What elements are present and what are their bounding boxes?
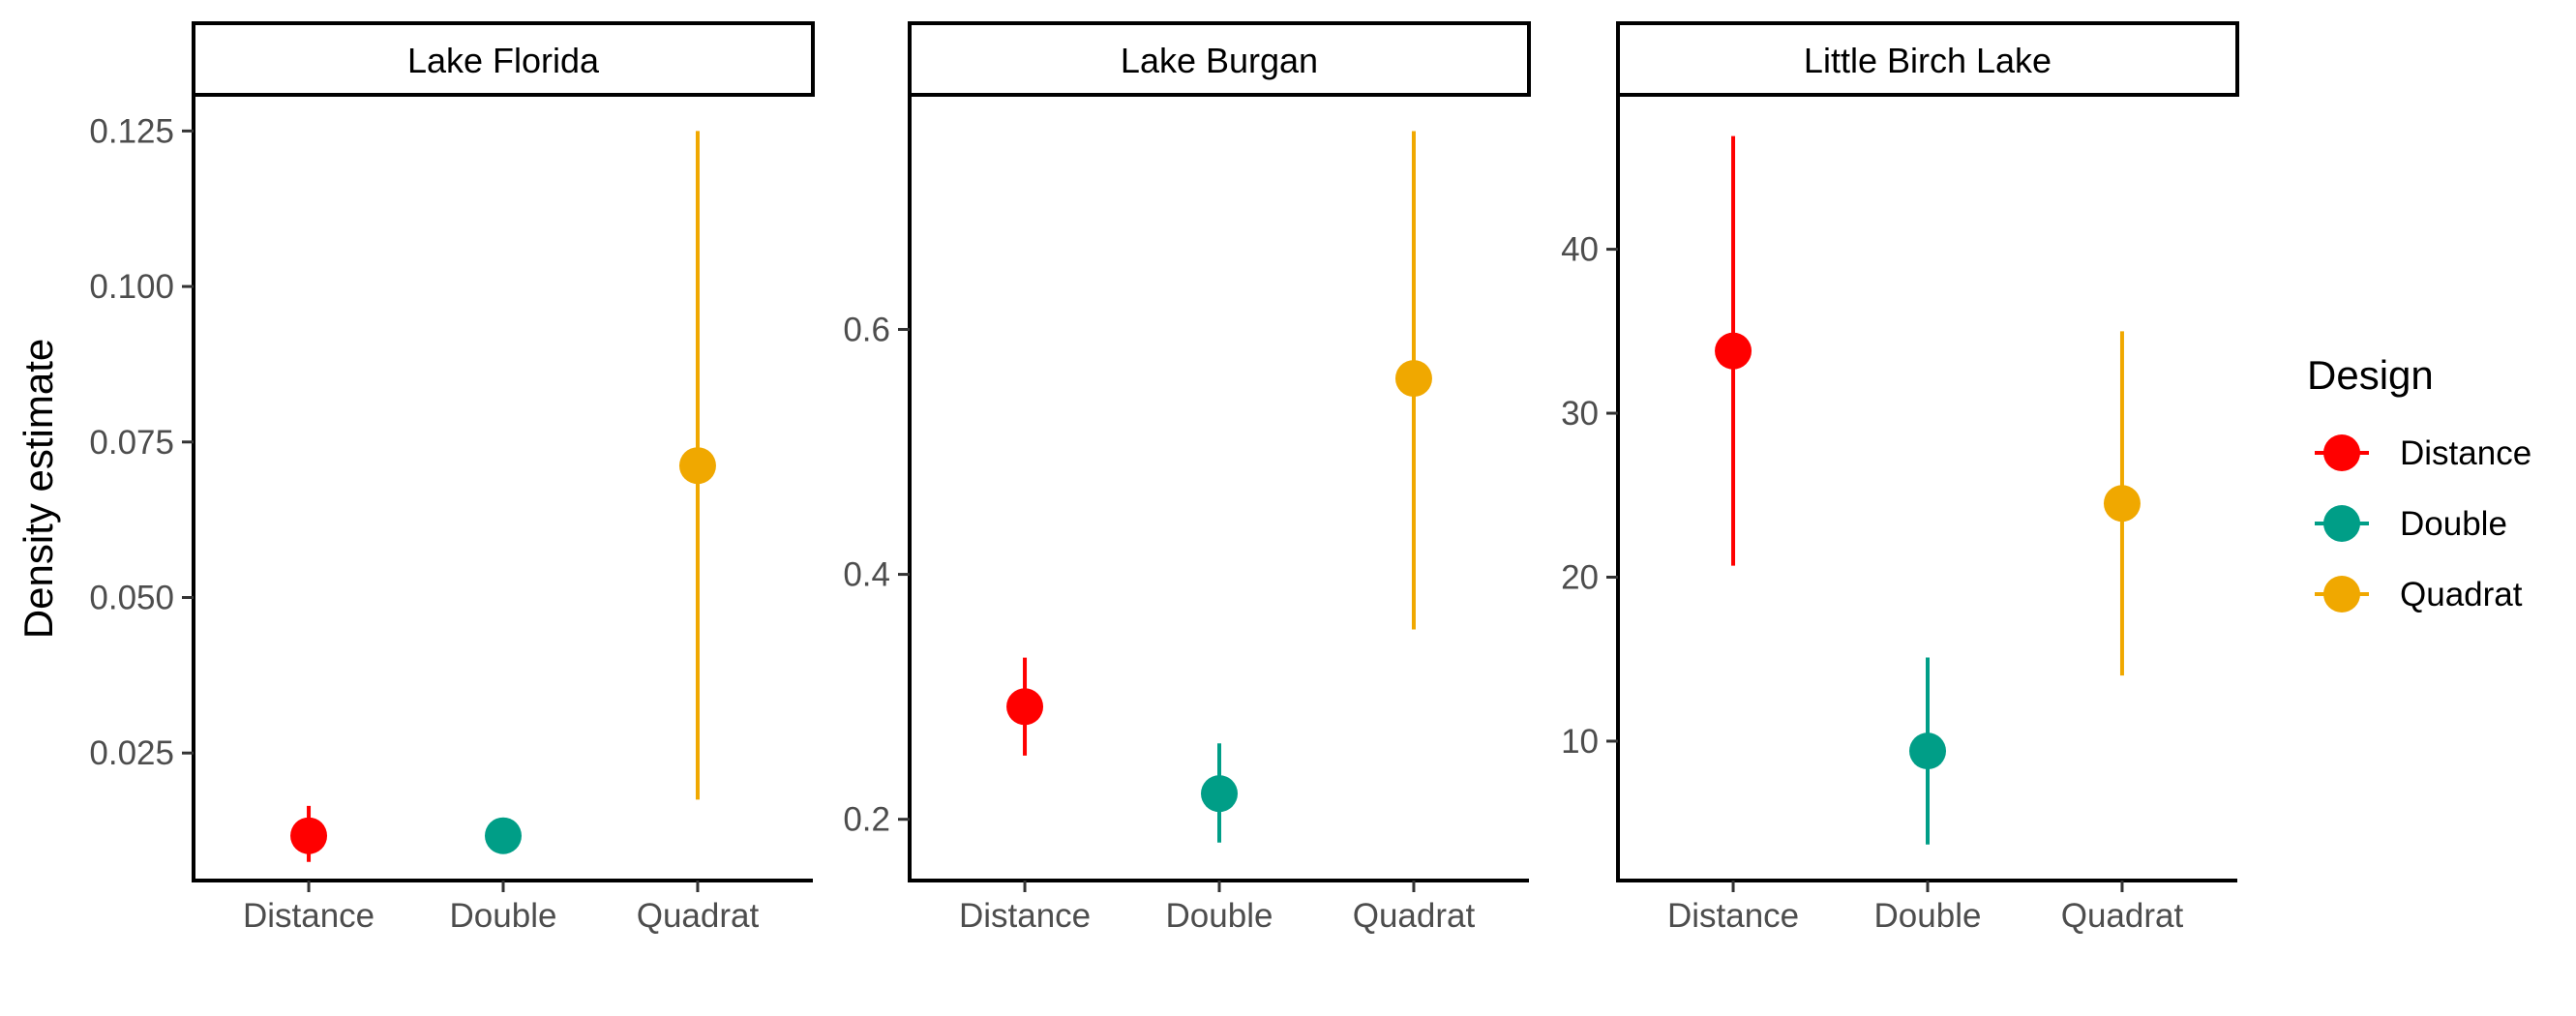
estimate-point: [1715, 332, 1752, 370]
facet-strip: [192, 21, 815, 97]
estimate-point: [290, 817, 328, 854]
x-tick-label: Quadrat: [2061, 897, 2184, 935]
y-tick-label: 0.075: [89, 424, 174, 462]
estimate-point: [1394, 360, 1432, 398]
estimate-point: [1909, 732, 1946, 770]
facet-title: Little Birch Lake: [1804, 41, 2052, 80]
y-tick-label: 10: [1561, 723, 1599, 761]
facet-strip: [1616, 21, 2239, 97]
x-tick-label: Double: [1874, 897, 1982, 935]
facet-panel: Lake Florida 0.025 0.050 0.075 0.100 0.125 Dis…: [89, 21, 815, 935]
facet-title: Lake Florida: [407, 41, 600, 80]
legend-label: Double: [2400, 505, 2507, 543]
estimate-point: [485, 817, 522, 854]
legend-title: Design: [2307, 352, 2434, 398]
facet-strip: [908, 21, 1531, 97]
y-tick-label: 20: [1561, 559, 1599, 597]
facet-title: Lake Burgan: [1121, 41, 1318, 80]
x-tick-label: Double: [450, 897, 557, 935]
legend-key-point: [2323, 576, 2360, 613]
legend-label: Distance: [2400, 434, 2531, 472]
x-tick-label: Distance: [959, 897, 1091, 935]
legend-key-point: [2323, 505, 2360, 542]
estimate-point: [2103, 485, 2141, 523]
estimate-point: [1006, 688, 1044, 726]
estimate-point: [678, 447, 716, 485]
y-tick-label: 40: [1561, 231, 1599, 269]
y-tick-label: 0.2: [843, 801, 890, 839]
legend: Design Distance Double Quadrat: [2307, 352, 2531, 613]
y-tick-label: 30: [1561, 395, 1599, 433]
legend-key-point: [2323, 434, 2360, 471]
y-tick-label: 0.025: [89, 734, 174, 772]
y-tick-label: 0.6: [843, 311, 890, 348]
x-tick-label: Double: [1166, 897, 1273, 935]
x-tick-label: Distance: [243, 897, 374, 935]
y-axis-title: Density estimate: [15, 339, 61, 639]
y-tick-label: 0.125: [89, 112, 174, 150]
y-tick-label: 0.050: [89, 580, 174, 617]
y-tick-label: 0.100: [89, 268, 174, 306]
facet-panel: Lake Burgan 0.2 0.4 0.6 Distance Double Quadra…: [843, 21, 1531, 935]
facet-panels: Lake Florida 0.025 0.050 0.075 0.100 0.125 Dis…: [89, 21, 2239, 935]
legend-label: Quadrat: [2400, 576, 2523, 613]
x-tick-label: Quadrat: [637, 897, 760, 935]
facet-panel: Little Birch Lake 10 20 30 40 Distance Double Q…: [1561, 21, 2239, 935]
y-tick-label: 0.4: [843, 556, 890, 594]
x-tick-label: Quadrat: [1353, 897, 1476, 935]
estimate-point: [1201, 775, 1238, 813]
x-tick-label: Distance: [1667, 897, 1799, 935]
